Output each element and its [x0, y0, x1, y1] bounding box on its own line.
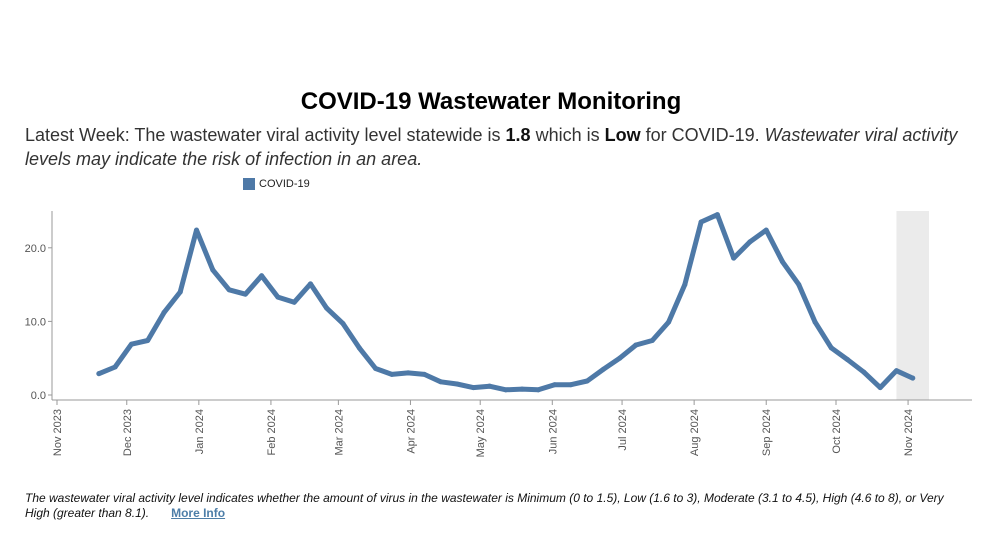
data-point [405, 370, 411, 376]
data-point [96, 371, 102, 377]
data-point [617, 355, 623, 361]
data-point [633, 342, 639, 348]
x-tick-label: Jul 2024 [617, 409, 629, 451]
x-tick-label: Nov 2024 [903, 409, 915, 456]
line-chart[interactable]: 0.0 10.0 20.0 Nov 2023 Dec 2023 Jan 2024 Feb 2… [0, 205, 982, 460]
data-point [877, 385, 883, 391]
data-point [812, 319, 818, 325]
summary-prefix: Latest Week: The wastewater viral activi… [25, 125, 506, 145]
series-line-covid-19 [96, 212, 916, 393]
data-point [731, 255, 737, 261]
y-tick-label: 20.0 [25, 243, 46, 255]
data-point [161, 310, 167, 316]
x-tick-label: Aug 2024 [689, 409, 701, 456]
data-point [177, 289, 183, 295]
page-title: COVID-19 Wastewater Monitoring [300, 88, 682, 115]
data-point [503, 387, 509, 393]
x-tick-label: Jan 2024 [194, 409, 206, 454]
data-point [796, 282, 802, 288]
data-point [747, 239, 753, 245]
data-point [112, 364, 118, 370]
summary-suffix: for COVID-19. [640, 125, 765, 145]
x-tick-label: Mar 2024 [333, 409, 345, 455]
chart-legend[interactable]: COVID-19 [243, 178, 310, 190]
data-point [128, 341, 134, 347]
data-point [454, 381, 460, 387]
data-point [535, 387, 541, 393]
more-info-link[interactable]: More Info [171, 506, 226, 520]
y-tick-label: 10.0 [25, 316, 46, 328]
data-point [356, 345, 362, 351]
data-point [780, 259, 786, 265]
data-point [714, 212, 720, 218]
y-tick-label: 0.0 [31, 390, 46, 402]
data-point [828, 345, 834, 351]
data-point [861, 369, 867, 375]
activity-level: Low [604, 125, 641, 145]
data-point [763, 227, 769, 233]
data-point [487, 383, 493, 389]
data-point [698, 219, 704, 225]
activity-value: 1.8 [505, 125, 531, 145]
summary-middle: which is [530, 125, 605, 145]
x-tick-label: Apr 2024 [405, 409, 417, 454]
data-point [682, 282, 688, 288]
data-point [373, 366, 379, 372]
x-tick-label: Nov 2023 [52, 409, 64, 456]
data-point [666, 319, 672, 325]
data-point [307, 281, 313, 287]
footnote-text: The wastewater viral activity level indi… [25, 491, 944, 520]
footnote: The wastewater viral activity level indi… [25, 491, 960, 521]
x-tick-label: Sep 2024 [761, 409, 773, 456]
legend-swatch [243, 178, 255, 190]
legend-label: COVID-19 [259, 178, 310, 190]
x-tick-label: May 2024 [475, 409, 487, 457]
data-point [470, 385, 476, 391]
x-tick-label: Oct 2024 [831, 409, 843, 454]
data-point [275, 294, 281, 300]
data-point [438, 379, 444, 385]
data-point [552, 382, 558, 388]
data-point [568, 382, 574, 388]
x-tick-label: Dec 2023 [122, 409, 134, 456]
data-point [600, 366, 606, 372]
summary-text: Latest Week: The wastewater viral activi… [25, 123, 965, 171]
data-point [845, 357, 851, 363]
data-point [584, 378, 590, 384]
data-point [324, 305, 330, 311]
data-point [194, 227, 200, 233]
data-point [910, 375, 916, 381]
x-tick-label: Feb 2024 [266, 409, 278, 455]
data-point [649, 338, 655, 344]
data-point [291, 299, 297, 305]
highlight-band [896, 211, 929, 400]
summary-note: Wastewater viral activity levels may ind… [25, 125, 958, 169]
data-point [210, 267, 216, 273]
data-point [389, 371, 395, 377]
data-point [421, 371, 427, 377]
data-point [259, 273, 265, 279]
data-point [340, 321, 346, 327]
data-point [893, 368, 899, 374]
data-point [242, 291, 248, 297]
data-point [519, 386, 525, 392]
x-tick-label: Jun 2024 [547, 409, 559, 454]
data-point [226, 287, 232, 293]
data-point [145, 338, 151, 344]
